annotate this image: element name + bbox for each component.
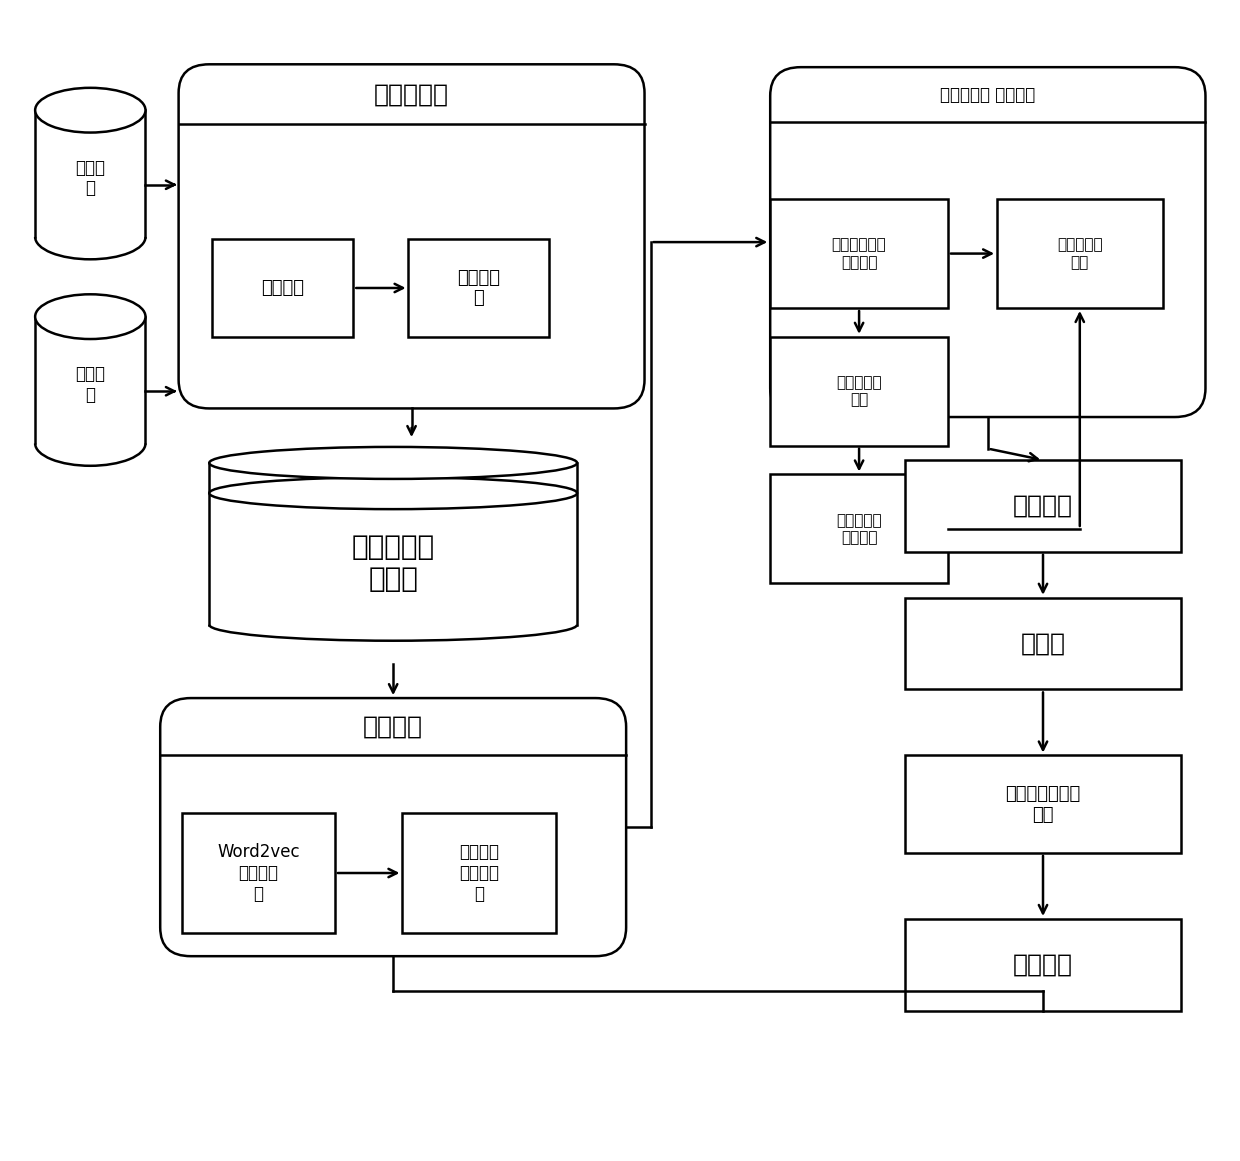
Ellipse shape [35, 294, 145, 339]
Text: 惩处特征相
似度计算: 惩处特征相 似度计算 [836, 513, 882, 545]
Text: 匹配结果: 匹配结果 [1013, 493, 1073, 518]
FancyBboxPatch shape [179, 64, 645, 409]
Bar [770, 337, 949, 446]
Text: 社会数
据: 社会数 据 [76, 365, 105, 404]
Bar [402, 813, 556, 933]
Text: 联合相似度 匹配模型: 联合相似度 匹配模型 [940, 86, 1035, 103]
Bar [997, 199, 1163, 308]
FancyBboxPatch shape [770, 67, 1205, 417]
Text: 民航数
据: 民航数 据 [76, 159, 105, 197]
Ellipse shape [35, 88, 145, 132]
FancyBboxPatch shape [160, 698, 626, 957]
Bar [905, 918, 1180, 1011]
Text: 行为记录句子
向量表示: 行为记录句子 向量表示 [832, 237, 887, 269]
Text: 数据预处理: 数据预处理 [374, 82, 449, 106]
Bar [35, 339, 145, 444]
Bar [182, 813, 335, 933]
Text: 特征提取: 特征提取 [363, 715, 423, 738]
Text: Word2vec
词嵌入表
示: Word2vec 词嵌入表 示 [217, 843, 300, 903]
Ellipse shape [210, 477, 577, 510]
Bar [210, 479, 577, 625]
Bar [905, 756, 1180, 853]
Text: 预测结果: 预测结果 [1013, 953, 1073, 976]
Bar [905, 598, 1180, 690]
Text: 联合相似度
计算: 联合相似度 计算 [1056, 237, 1102, 269]
Text: 数据规范
化: 数据规范 化 [458, 268, 501, 308]
Text: 潜在不文明等级
预测: 潜在不文明等级 预测 [1006, 785, 1080, 823]
Bar [35, 132, 145, 237]
Text: 语义相似度
计算: 语义相似度 计算 [836, 375, 882, 408]
Bar [212, 239, 353, 337]
Bar [408, 239, 549, 337]
Text: 分类器: 分类器 [1021, 632, 1065, 656]
Text: 不文明行为
规则库: 不文明行为 规则库 [352, 533, 435, 593]
Text: 惩处特征
标准化度
量: 惩处特征 标准化度 量 [459, 843, 498, 903]
Text: 数据清洗: 数据清洗 [262, 279, 304, 297]
Bar [770, 475, 949, 583]
Ellipse shape [210, 447, 577, 479]
Bar [905, 460, 1180, 551]
Bar [770, 199, 949, 308]
